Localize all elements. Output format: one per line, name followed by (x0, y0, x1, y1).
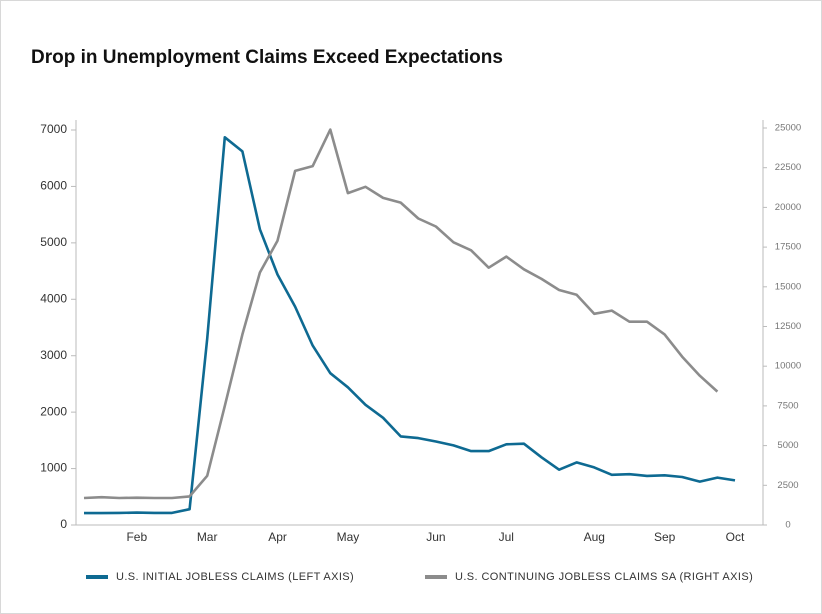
y2-tick-label: 22500 (775, 162, 801, 173)
y2-tick-label: 17500 (775, 242, 801, 253)
y2-tick-label: 20000 (775, 202, 801, 213)
y-tick-label: 3000 (40, 348, 67, 362)
y2-tick-label: 15000 (775, 281, 801, 292)
y-tick-label: 4000 (40, 291, 67, 305)
legend-label: U.S. CONTINUING JOBLESS CLAIMS SA (RIGHT… (455, 571, 753, 583)
series-line (83, 128, 719, 500)
y-tick-label: 2000 (40, 404, 67, 418)
x-tick-label: Jun (426, 530, 445, 544)
legend-label: U.S. INITIAL JOBLESS CLAIMS (LEFT AXIS) (116, 571, 354, 583)
y2-tick-label: 2500 (777, 480, 798, 491)
x-tick-label: Jul (499, 530, 514, 544)
y-tick-label: 0 (60, 517, 67, 531)
y2-tick-label: 7500 (777, 400, 798, 411)
chart-title: Drop in Unemployment Claims Exceed Expec… (31, 47, 503, 68)
y2-tick-label: 25000 (775, 123, 801, 134)
x-tick-label: Sep (654, 530, 676, 544)
y-tick-label: 5000 (40, 235, 67, 249)
series-line (84, 136, 736, 515)
x-tick-label: May (337, 530, 360, 544)
y-tick-label: 7000 (40, 122, 67, 136)
x-tick-label: Aug (584, 530, 605, 544)
x-tick-label: Mar (197, 530, 218, 544)
y2-tick-label: 10000 (775, 361, 801, 372)
y2-tick-label: 5000 (777, 440, 798, 451)
y2-tick-label: 12500 (775, 321, 801, 332)
y-tick-label: 6000 (40, 179, 67, 193)
x-tick-label: Apr (268, 530, 287, 544)
x-tick-label: Feb (126, 530, 147, 544)
x-tick-label: Oct (726, 530, 745, 544)
y2-tick-label: 0 (785, 520, 790, 531)
y-tick-label: 1000 (40, 461, 67, 475)
